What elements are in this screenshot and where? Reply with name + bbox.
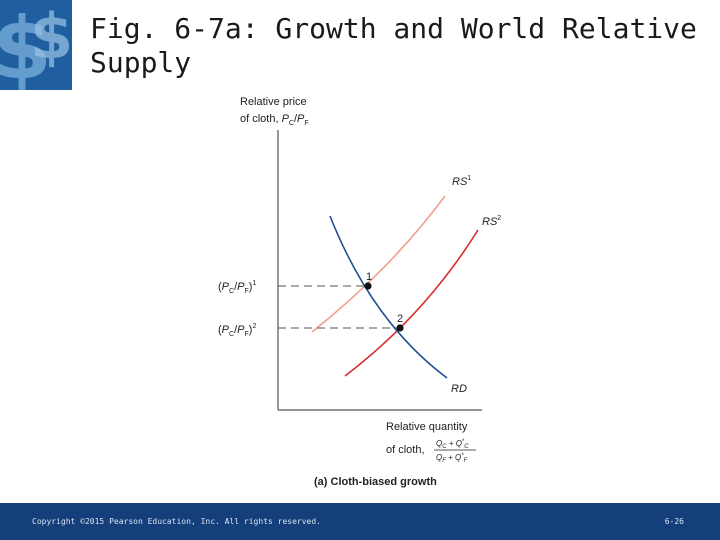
x-axis-label-line1: Relative quantity bbox=[386, 421, 468, 433]
rs2-curve bbox=[344, 229, 479, 377]
rd-curve bbox=[329, 215, 448, 379]
footer-bar: Copyright ©2015 Pearson Education, Inc. … bbox=[0, 503, 720, 540]
equilibrium-point-2 bbox=[396, 324, 404, 332]
page-number: 6-26 bbox=[664, 517, 684, 526]
x-axis-fraction-numerator: QC + Q*C bbox=[436, 439, 469, 450]
point1-label: 1 bbox=[366, 271, 372, 283]
point2-label: 2 bbox=[397, 313, 403, 325]
equilibrium-point-1 bbox=[364, 282, 372, 290]
price2-label: (PC/PF)2 bbox=[218, 323, 256, 338]
svg-text:$: $ bbox=[0, 0, 52, 90]
y-axis-label-line1: Relative price bbox=[240, 96, 307, 108]
rs1-curve bbox=[311, 195, 446, 333]
price1-label: (PC/PF)1 bbox=[218, 280, 256, 295]
supply-demand-diagram: Relative price of cloth, PC/PF RS1 RS2 R… bbox=[218, 96, 501, 488]
svg-text:$: $ bbox=[30, 0, 72, 73]
x-axis-fraction-denominator: QF + Q*F bbox=[436, 453, 468, 464]
rd-label: RD bbox=[451, 383, 467, 395]
rs1-label: RS1 bbox=[452, 175, 471, 188]
slide-title-line2: Supply bbox=[90, 46, 192, 79]
x-axis-label-line2: of cloth, bbox=[386, 444, 425, 456]
dollar-logo-icon: $ $ bbox=[0, 0, 72, 90]
y-axis-label-line2: of cloth, PC/PF bbox=[240, 113, 309, 127]
diagram-caption: (a) Cloth-biased growth bbox=[314, 476, 437, 488]
copyright-text: Copyright ©2015 Pearson Education, Inc. … bbox=[32, 517, 321, 526]
slide-title: Fig. 6-7a: Growth and World Relative Sup… bbox=[90, 12, 710, 80]
slide-title-line1: Fig. 6-7a: Growth and World Relative bbox=[90, 12, 697, 45]
rs2-label: RS2 bbox=[482, 215, 501, 228]
